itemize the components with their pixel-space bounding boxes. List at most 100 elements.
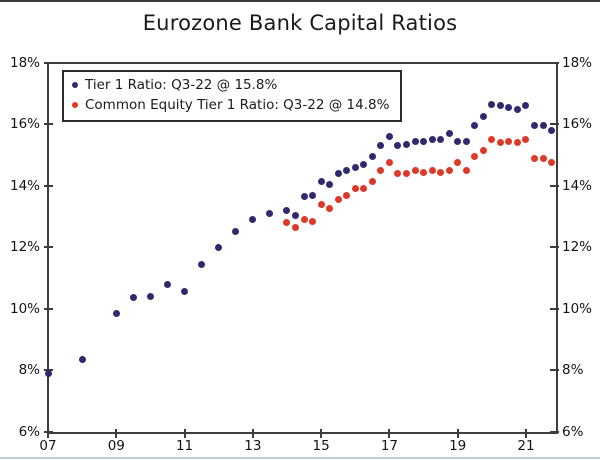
y-tick-mark-left bbox=[44, 123, 53, 126]
y-tick-mark-right bbox=[550, 184, 559, 187]
y-tick-mark-left bbox=[44, 62, 53, 64]
data-point-tier1 bbox=[309, 191, 317, 199]
data-point-cet1 bbox=[292, 223, 300, 231]
data-point-tier1 bbox=[471, 122, 479, 130]
data-point-tier1 bbox=[368, 153, 376, 161]
data-point-cet1 bbox=[377, 166, 385, 174]
x-axis-label: 13 bbox=[244, 437, 262, 454]
x-tick-mark bbox=[183, 428, 186, 438]
data-point-tier1 bbox=[283, 206, 291, 214]
x-axis-label: 21 bbox=[517, 437, 535, 454]
data-point-cet1 bbox=[385, 159, 393, 167]
data-point-tier1 bbox=[445, 130, 453, 138]
data-point-tier1 bbox=[513, 105, 521, 113]
x-tick-mark bbox=[388, 428, 391, 438]
data-point-tier1 bbox=[351, 163, 359, 171]
x-axis-label: 07 bbox=[39, 437, 57, 454]
data-point-tier1 bbox=[266, 209, 274, 217]
x-tick-mark bbox=[320, 428, 323, 438]
y-axis-label-right: 14% bbox=[562, 177, 593, 194]
data-point-tier1 bbox=[232, 228, 240, 236]
data-point-tier1 bbox=[343, 166, 351, 174]
data-point-tier1 bbox=[479, 113, 487, 121]
chart-title: Eurozone Bank Capital Ratios bbox=[142, 11, 458, 35]
data-point-tier1 bbox=[163, 280, 171, 288]
legend-item-tier1: Tier 1 Ratio: Q3-22 @ 15.8% bbox=[72, 75, 389, 95]
data-point-tier1 bbox=[292, 211, 300, 219]
y-axis-label-right: 10% bbox=[562, 300, 593, 317]
data-point-cet1 bbox=[317, 200, 325, 208]
y-axis-label-left: 12% bbox=[9, 239, 40, 256]
data-point-tier1 bbox=[249, 216, 257, 224]
legend-marker-tier1-icon bbox=[72, 82, 78, 88]
y-tick-mark-left bbox=[44, 184, 53, 187]
data-point-tier1 bbox=[496, 102, 504, 110]
y-tick-mark-right bbox=[550, 430, 559, 433]
data-point-tier1 bbox=[539, 122, 547, 130]
y-axis-label-left: 18% bbox=[9, 55, 40, 71]
data-point-cet1 bbox=[522, 136, 530, 144]
data-point-tier1 bbox=[402, 140, 410, 148]
legend-label-tier1: Tier 1 Ratio: Q3-22 @ 15.8% bbox=[85, 77, 278, 93]
data-point-cet1 bbox=[309, 217, 317, 225]
y-axis-label-left: 10% bbox=[9, 300, 40, 317]
bottom-edge-line bbox=[0, 457, 600, 459]
y-axis-label-left: 14% bbox=[9, 177, 40, 194]
data-point-tier1 bbox=[385, 133, 393, 141]
x-tick-mark bbox=[47, 428, 49, 438]
data-point-cet1 bbox=[488, 136, 496, 144]
data-point-cet1 bbox=[360, 185, 368, 193]
data-point-cet1 bbox=[445, 166, 453, 174]
data-point-cet1 bbox=[437, 168, 445, 176]
data-point-tier1 bbox=[44, 369, 52, 377]
data-point-tier1 bbox=[129, 294, 137, 302]
data-point-tier1 bbox=[428, 136, 436, 144]
x-axis-label: 19 bbox=[449, 437, 467, 454]
data-point-tier1 bbox=[488, 100, 496, 108]
y-axis-label-right: 8% bbox=[562, 362, 584, 379]
data-point-cet1 bbox=[531, 154, 538, 162]
y-axis-label-right: 18% bbox=[562, 55, 593, 71]
data-point-tier1 bbox=[505, 104, 513, 112]
data-point-tier1 bbox=[360, 160, 368, 168]
data-point-tier1 bbox=[300, 193, 308, 201]
data-point-cet1 bbox=[326, 205, 334, 213]
y-axis-label-right: 16% bbox=[562, 116, 593, 133]
data-point-cet1 bbox=[479, 147, 487, 155]
data-point-tier1 bbox=[531, 122, 538, 130]
data-point-cet1 bbox=[343, 191, 351, 199]
x-axis-label: 17 bbox=[380, 437, 398, 454]
data-point-tier1 bbox=[377, 142, 385, 150]
data-point-cet1 bbox=[454, 159, 462, 167]
data-point-cet1 bbox=[368, 177, 376, 185]
legend-item-cet1: Common Equity Tier 1 Ratio: Q3-22 @ 14.8… bbox=[72, 95, 389, 115]
data-point-cet1 bbox=[462, 166, 470, 174]
data-point-cet1 bbox=[548, 159, 556, 167]
legend-marker-cet1-icon bbox=[72, 102, 78, 108]
y-tick-mark-right bbox=[550, 123, 559, 126]
y-axis-label-left: 6% bbox=[18, 423, 40, 440]
data-point-tier1 bbox=[78, 355, 86, 363]
data-point-tier1 bbox=[215, 243, 223, 251]
data-point-cet1 bbox=[300, 216, 308, 224]
data-point-cet1 bbox=[283, 219, 291, 227]
data-point-tier1 bbox=[437, 136, 445, 144]
x-axis-label: 15 bbox=[312, 437, 330, 454]
data-point-tier1 bbox=[146, 292, 154, 300]
data-point-tier1 bbox=[112, 309, 120, 317]
data-point-cet1 bbox=[428, 166, 436, 174]
data-point-cet1 bbox=[496, 139, 504, 147]
data-point-cet1 bbox=[402, 170, 410, 178]
y-axis-label-right: 12% bbox=[562, 239, 593, 256]
data-point-cet1 bbox=[334, 196, 342, 204]
y-tick-mark-right bbox=[550, 307, 559, 310]
legend: Tier 1 Ratio: Q3-22 @ 15.8% Common Equit… bbox=[62, 70, 403, 122]
x-axis-label: 09 bbox=[107, 437, 125, 454]
top-edge-line bbox=[0, 0, 600, 2]
y-tick-mark-left bbox=[44, 307, 53, 310]
data-point-cet1 bbox=[420, 168, 428, 176]
x-axis-label: 11 bbox=[175, 437, 194, 454]
data-point-tier1 bbox=[334, 170, 342, 178]
data-point-cet1 bbox=[351, 185, 359, 193]
